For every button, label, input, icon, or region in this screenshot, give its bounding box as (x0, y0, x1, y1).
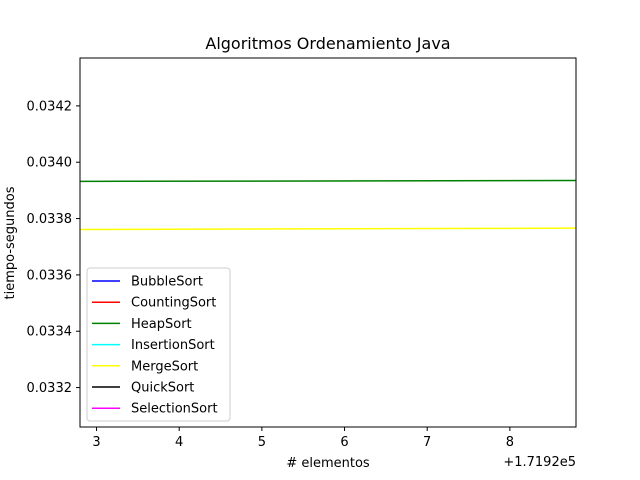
legend-label: CountingSort (131, 296, 216, 311)
x-tick-label: 5 (258, 435, 266, 450)
plot-frame (79, 57, 577, 428)
y-tick-label: 0.0342 (27, 99, 73, 114)
y-axis-label: tiempo-segundos (3, 186, 18, 299)
y-tick-label: 0.0336 (27, 268, 73, 283)
legend-label: QuickSort (131, 381, 194, 396)
y-tick-label: 0.0340 (27, 156, 73, 171)
x-axis-label: # elementos (286, 456, 370, 471)
y-tick-label: 0.0338 (27, 212, 73, 227)
legend-label: InsertionSort (131, 338, 215, 353)
legend-label: SelectionSort (131, 402, 218, 417)
chart-title: Algoritmos Ordenamiento Java (205, 34, 450, 53)
series-line-heapsort (79, 179, 577, 183)
y-tick-label: 0.0334 (27, 325, 73, 340)
legend-label: MergeSort (131, 359, 198, 374)
legend-label: HeapSort (131, 317, 192, 332)
x-axis-ticks: 3 4 5 6 7 8 (92, 427, 514, 450)
x-tick-label: 6 (340, 435, 348, 450)
legend-box (86, 267, 231, 422)
x-tick-label: 3 (92, 435, 100, 450)
plot-area (79, 57, 577, 428)
series-layer (79, 179, 577, 231)
x-axis-offset-label: +1.7192e5 (503, 455, 576, 470)
x-tick-label: 8 (506, 435, 514, 450)
y-axis-ticks: 0.0332 0.0334 0.0336 0.0338 0.0340 0.0342 (27, 99, 80, 396)
legend: BubbleSort CountingSort HeapSort InsertionS… (86, 267, 231, 422)
x-tick-label: 4 (175, 435, 183, 450)
series-line-mergesort (79, 227, 577, 231)
x-tick-label: 7 (423, 435, 431, 450)
legend-label: BubbleSort (131, 275, 203, 290)
y-tick-label: 0.0332 (27, 381, 73, 396)
